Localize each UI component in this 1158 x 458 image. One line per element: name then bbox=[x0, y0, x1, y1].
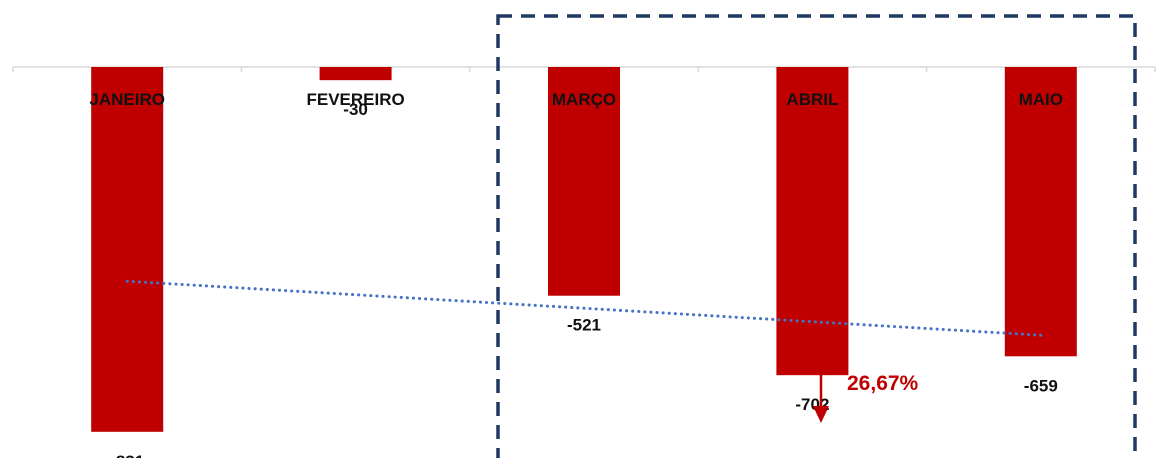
bar-março bbox=[548, 67, 620, 296]
value-label: -831 bbox=[110, 452, 144, 458]
bar-janeiro bbox=[91, 67, 164, 432]
bar-maio bbox=[1004, 67, 1077, 357]
change-percent-label: 26,67% bbox=[847, 372, 919, 395]
value-label: -659 bbox=[1024, 376, 1058, 395]
bar-fevereiro bbox=[319, 67, 392, 81]
bars-layer bbox=[91, 67, 1077, 432]
category-label: JANEIRO bbox=[89, 90, 165, 109]
highlight-box bbox=[496, 14, 1137, 458]
category-label: MAIO bbox=[1019, 90, 1063, 109]
trendline bbox=[125, 279, 1043, 337]
bar-abril bbox=[776, 67, 849, 376]
value-label: -521 bbox=[567, 316, 601, 335]
trendline-layer bbox=[125, 279, 1043, 337]
category-label: FEVEREIRO bbox=[306, 90, 404, 109]
category-label: MARÇO bbox=[552, 90, 616, 109]
change-annotation: 26,67% bbox=[813, 349, 919, 423]
arrow-head bbox=[813, 406, 829, 423]
value-label: -30 bbox=[343, 100, 368, 119]
category-label: ABRIL bbox=[786, 90, 838, 109]
